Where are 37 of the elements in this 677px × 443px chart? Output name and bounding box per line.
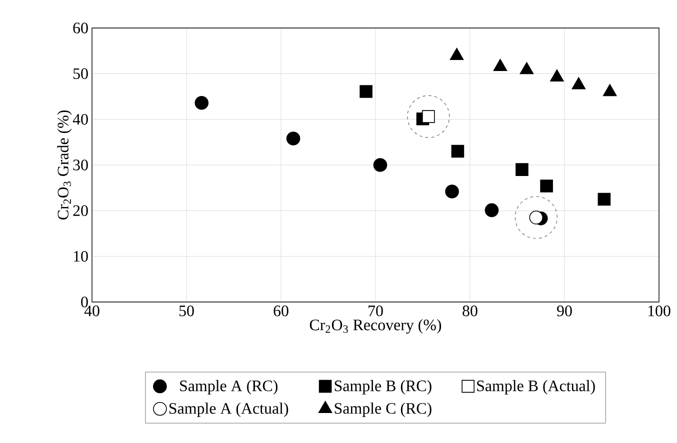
x-tick-label: 70 bbox=[368, 306, 383, 316]
point bbox=[520, 62, 534, 74]
x-tick-label: 60 bbox=[274, 306, 288, 316]
legend-label: Sample C (RC) bbox=[334, 402, 432, 418]
point bbox=[194, 96, 209, 110]
legend-label: Sample A (RC) bbox=[180, 380, 278, 394]
y-tick-label: 0 bbox=[81, 296, 88, 308]
point bbox=[445, 184, 459, 198]
x-tick-label: 80 bbox=[462, 306, 478, 316]
y-tick-label: 40 bbox=[72, 114, 88, 125]
y-tick-label: 60 bbox=[73, 22, 88, 34]
point bbox=[286, 132, 300, 146]
y-tick-label: 10 bbox=[74, 250, 88, 262]
x-axis-title: Cr$_{2}$O$_{3}$ Recovery (%) bbox=[310, 319, 442, 334]
point bbox=[602, 84, 617, 96]
point bbox=[450, 48, 464, 60]
point bbox=[598, 192, 611, 206]
legend-label: Sample B (Actual) bbox=[477, 380, 595, 394]
x-tick-label: 100 bbox=[648, 306, 670, 316]
legend-label: Sample A (Actual) bbox=[169, 402, 288, 418]
point bbox=[516, 163, 528, 176]
point bbox=[373, 158, 388, 172]
y-tick-label: 30 bbox=[73, 160, 88, 170]
x-tick-label: 90 bbox=[557, 306, 572, 316]
point bbox=[550, 69, 564, 82]
legend-label: Sample B (RC) bbox=[334, 380, 432, 394]
y-tick-label: 20 bbox=[73, 205, 88, 216]
point bbox=[572, 77, 586, 90]
point bbox=[360, 85, 372, 98]
x-tick-label: 40 bbox=[84, 306, 100, 316]
y-tick-label: 50 bbox=[73, 68, 88, 80]
point bbox=[484, 203, 499, 218]
x-tick-label: 50 bbox=[179, 306, 194, 316]
y-axis-title: Cr$_{2}$O$_{3}$ Grade (%) bbox=[57, 110, 72, 220]
point bbox=[493, 58, 508, 71]
point bbox=[540, 180, 553, 192]
point bbox=[451, 144, 464, 158]
